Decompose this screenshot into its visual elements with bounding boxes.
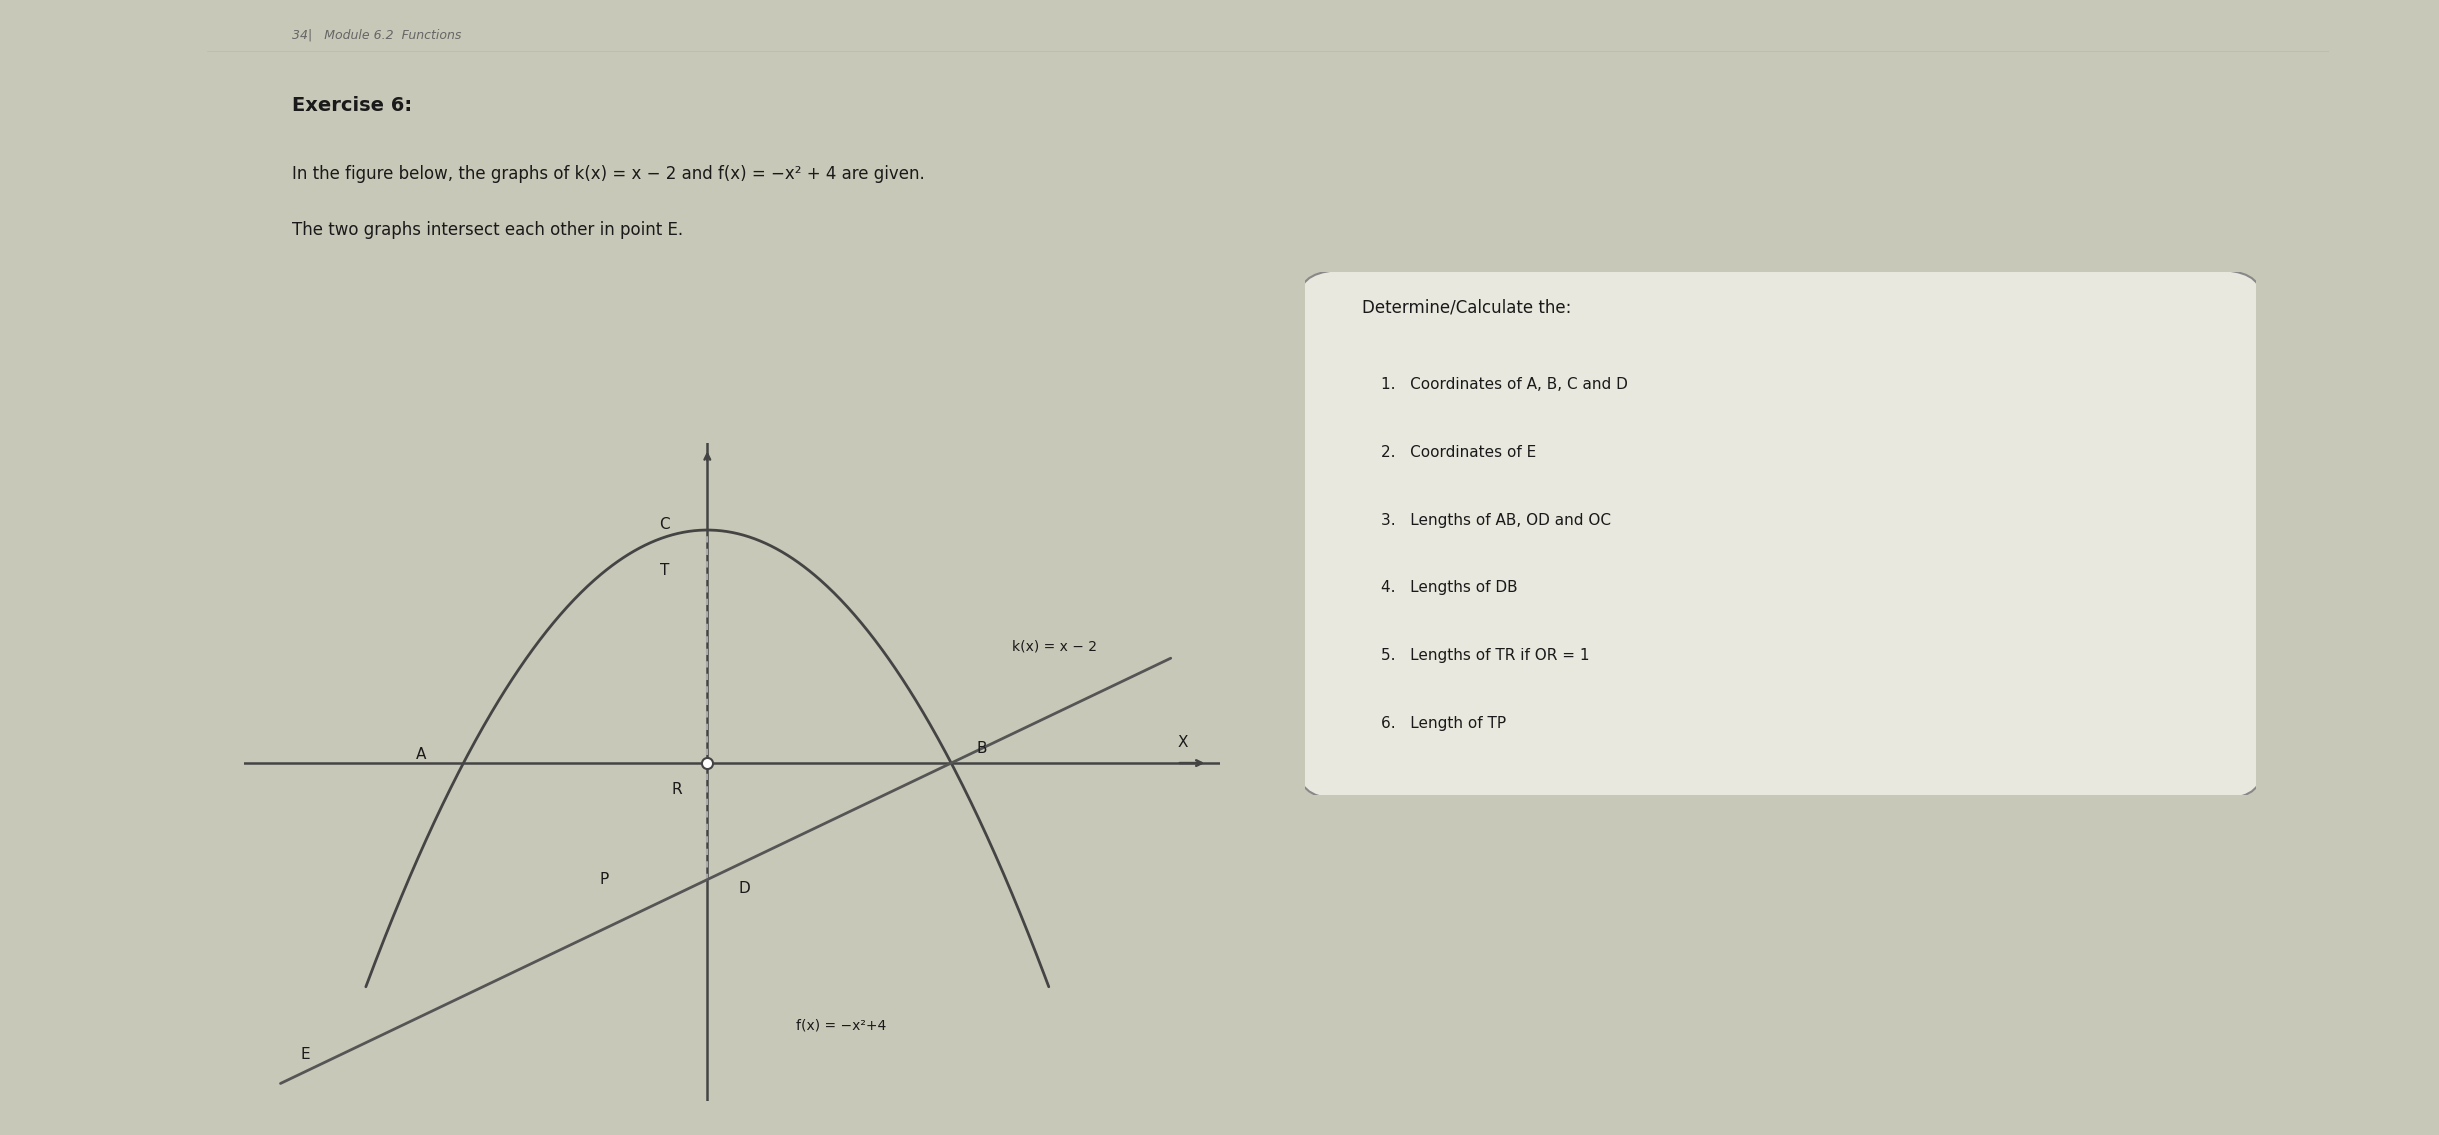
- Text: B: B: [976, 741, 988, 756]
- Text: 6.   Length of TP: 6. Length of TP: [1380, 716, 1507, 731]
- Text: T: T: [661, 563, 668, 579]
- Text: Determine/Calculate the:: Determine/Calculate the:: [1361, 299, 1571, 317]
- Text: In the figure below, the graphs of k(x) = x − 2 and f(x) = −x² + 4 are given.: In the figure below, the graphs of k(x) …: [293, 165, 924, 183]
- Text: 5.   Lengths of TR if OR = 1: 5. Lengths of TR if OR = 1: [1380, 648, 1590, 663]
- Text: 1.   Coordinates of A, B, C and D: 1. Coordinates of A, B, C and D: [1380, 377, 1627, 392]
- Text: 4.   Lengths of DB: 4. Lengths of DB: [1380, 580, 1517, 596]
- Text: 34|   Module 6.2  Functions: 34| Module 6.2 Functions: [293, 28, 461, 41]
- FancyBboxPatch shape: [1300, 270, 2261, 800]
- Text: 3.   Lengths of AB, OD and OC: 3. Lengths of AB, OD and OC: [1380, 513, 1612, 528]
- Text: f(x) = −x²+4: f(x) = −x²+4: [795, 1018, 888, 1032]
- Text: X: X: [1178, 735, 1188, 750]
- Text: R: R: [671, 782, 683, 797]
- Text: D: D: [739, 881, 749, 896]
- Text: k(x) = x − 2: k(x) = x − 2: [1012, 639, 1098, 654]
- Text: Exercise 6:: Exercise 6:: [293, 96, 412, 116]
- Text: C: C: [659, 516, 671, 531]
- Text: 2.   Coordinates of E: 2. Coordinates of E: [1380, 445, 1537, 460]
- Text: P: P: [600, 872, 607, 888]
- Text: The two graphs intersect each other in point E.: The two graphs intersect each other in p…: [293, 221, 683, 239]
- Text: E: E: [300, 1046, 310, 1062]
- Text: A: A: [415, 747, 427, 762]
